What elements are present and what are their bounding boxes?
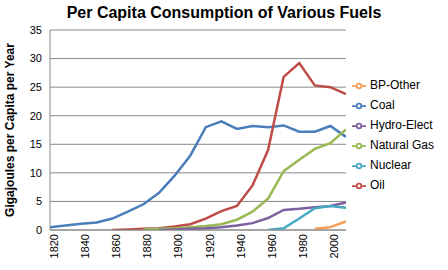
svg-text:1840: 1840 [79,234,91,258]
svg-text:1860: 1860 [110,234,122,258]
html-text:Natural Gas: Natural Gas [370,138,434,152]
svg-text:2000: 2000 [328,234,340,258]
html-text:Per Capita Consumption of Vari: Per Capita Consumption of Various Fuels [66,4,382,21]
svg-text:1940: 1940 [235,234,247,258]
svg-text:15: 15 [30,138,42,150]
html-text:Hydro-Elect: Hydro-Elect [370,118,433,132]
svg-text:25: 25 [30,81,42,93]
svg-text:Gigajoules per Capita per Year: Gigajoules per Capita per Year [8,43,17,217]
html-text:Coal: Coal [370,98,395,112]
html-text:BP-Other: BP-Other [370,78,420,92]
svg-text:5: 5 [36,195,42,207]
svg-text:1900: 1900 [172,234,184,258]
html-text:Oil: Oil [370,178,385,192]
svg-text:1920: 1920 [204,234,216,258]
svg-text:10: 10 [30,167,42,179]
svg-text:0: 0 [36,224,42,236]
html-text:Nuclear: Nuclear [370,158,412,172]
svg-text:35: 35 [30,24,42,36]
svg-text:1820: 1820 [48,234,60,258]
svg-text:30: 30 [30,52,42,64]
svg-text:1980: 1980 [297,234,309,258]
svg-text:1960: 1960 [266,234,278,258]
svg-text:20: 20 [30,110,42,122]
svg-text:1880: 1880 [141,234,153,258]
